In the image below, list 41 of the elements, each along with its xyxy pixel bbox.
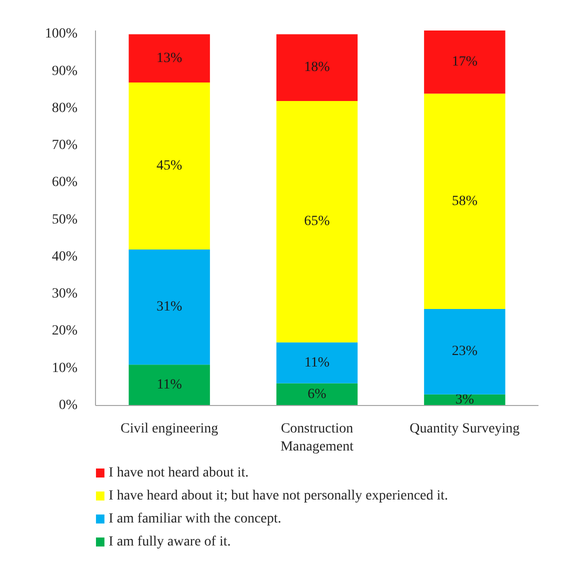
legend-label: I am fully aware of it. (108, 534, 231, 550)
bar (276, 383, 358, 406)
legend-label: I have heard about it; but have not personally experienced it. (108, 488, 448, 504)
data-label: 18% (304, 60, 330, 76)
bar (128, 250, 210, 365)
y-tick-label: 0% (58, 398, 78, 413)
y-tick-label: 40% (52, 249, 78, 264)
data-label: 11% (304, 355, 330, 370)
y-tick-label: 30% (52, 286, 78, 302)
y-tick-label: 80% (52, 100, 78, 116)
y-tick-label: 100% (44, 26, 78, 42)
bar (424, 308, 506, 394)
data-label: 17% (452, 54, 478, 70)
y-tick-label: 60% (52, 175, 78, 190)
y-tick-label: 70% (52, 138, 78, 154)
data-label: 11% (156, 378, 182, 393)
y-tick-label: 90% (52, 64, 78, 79)
y-tick-label: 20% (52, 324, 78, 339)
data-label: 58% (452, 194, 478, 209)
y-tick-label: 50% (52, 212, 78, 228)
bar (276, 342, 358, 384)
bar (276, 101, 358, 342)
bar (128, 82, 210, 250)
bar (128, 364, 210, 406)
bar (128, 34, 210, 82)
x-tick-label: Construction Management (280, 422, 354, 454)
x-tick-label: Quantity Surveying (410, 422, 520, 436)
data-label: 45% (156, 158, 182, 174)
bar (424, 30, 506, 94)
data-label: 6% (308, 386, 327, 402)
bar (276, 34, 358, 102)
x-tick-label: Civil engineering (120, 422, 218, 436)
data-label: 13% (156, 50, 182, 66)
data-label: 23% (452, 344, 478, 360)
bar (424, 94, 506, 309)
legend-label: I have not heard about it. (108, 466, 249, 480)
data-label: 31% (156, 300, 182, 315)
data-label: 65% (304, 214, 330, 230)
y-tick-label: 10% (52, 360, 78, 376)
data-label: 3% (455, 392, 474, 408)
legend-label: I am familiar with the concept. (108, 512, 282, 526)
